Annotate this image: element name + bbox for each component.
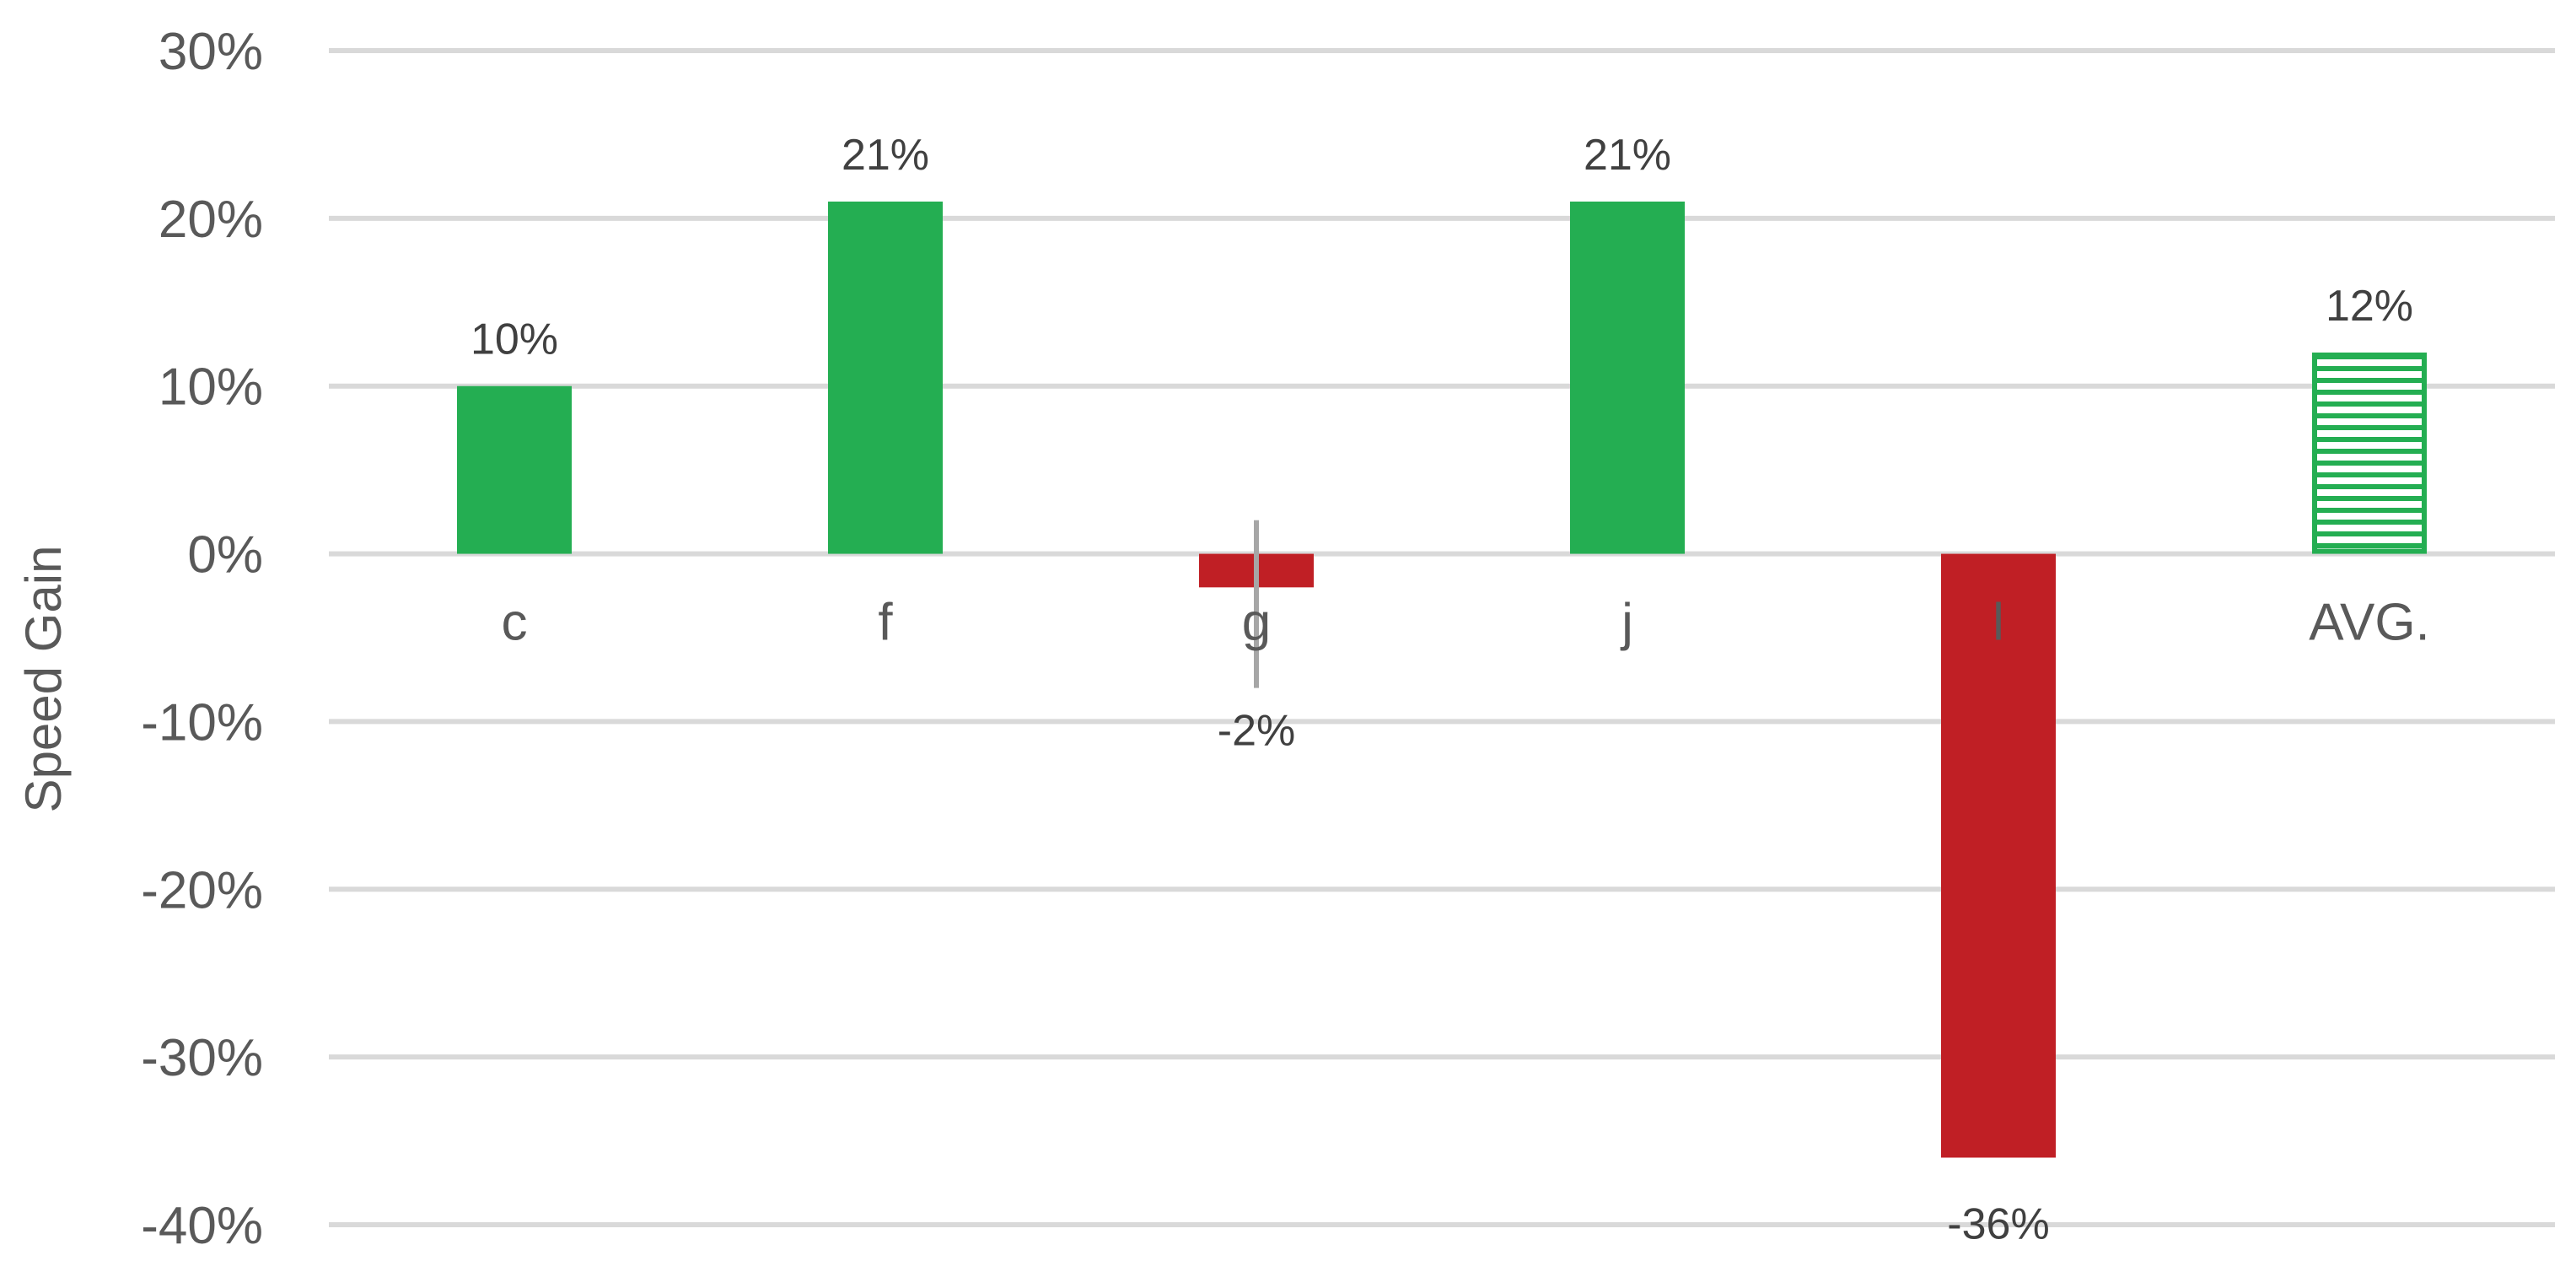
- data-labels: 10% 21% -2% 21% -36% 12%: [471, 131, 2413, 1248]
- bar-c: [457, 385, 572, 554]
- y-axis-title: Speed Gain: [15, 546, 72, 813]
- y-tick-label: -10%: [141, 693, 263, 752]
- category-label: AVG.: [2309, 594, 2430, 652]
- data-label: -2%: [1218, 707, 1295, 756]
- y-tick-label: 0%: [187, 526, 263, 585]
- data-label: 21%: [1584, 131, 1671, 180]
- y-tick-label: -20%: [141, 861, 263, 919]
- y-tick-label: 30%: [159, 23, 263, 81]
- y-tick-label: 20%: [159, 191, 263, 249]
- y-tick-label: 10%: [159, 358, 263, 417]
- category-label: l: [1993, 594, 2004, 652]
- category-labels: c f g j l AVG.: [502, 594, 2430, 652]
- bar-l: [1941, 553, 2056, 1158]
- y-axis-tick-labels: 30% 20% 10% 0% -10% -20% -30% -40%: [141, 23, 263, 1255]
- data-label: 12%: [2326, 282, 2413, 331]
- data-label: 10%: [471, 315, 558, 364]
- y-tick-label: -30%: [141, 1029, 263, 1087]
- bar-avg: [2312, 352, 2427, 554]
- category-label: j: [1620, 594, 1633, 652]
- category-label: c: [502, 594, 528, 652]
- bar-j: [1570, 201, 1685, 554]
- category-label: g: [1242, 594, 1271, 652]
- bars: [457, 201, 2427, 1158]
- bar-f: [828, 201, 943, 554]
- data-label: -36%: [1947, 1199, 2049, 1248]
- gridlines: [329, 48, 2555, 1227]
- data-label: 21%: [842, 131, 929, 180]
- y-tick-label: -40%: [141, 1197, 263, 1255]
- category-label: f: [878, 594, 893, 652]
